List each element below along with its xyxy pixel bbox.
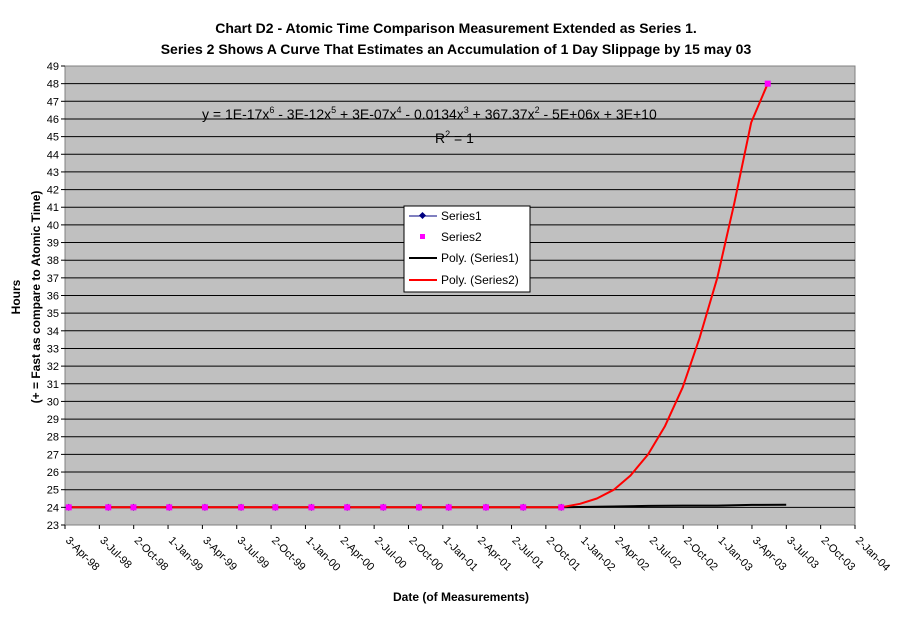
y-tick-label: 29 [47,414,59,426]
series2-point [415,504,422,511]
trendlines [68,83,787,509]
legend: Series1 Series2 Poly. (Series1) Poly. (S… [403,205,531,293]
x-axis-ticks: 3-Apr-983-Jul-982-Oct-981-Jan-993-Apr-99… [63,525,892,574]
x-tick-label: 3-Jul-98 [97,535,134,572]
legend-box [403,205,531,293]
series2-point [130,504,137,511]
y-tick-label: 49 [47,61,59,73]
trendline-poly-series1 [68,503,787,509]
series2-point [201,504,208,511]
series2-point [308,504,315,511]
x-tick-label: 2-Jul-02 [647,535,684,572]
series2-point [166,504,173,511]
y-tick-label: 24 [47,502,59,514]
y-tick-label: 23 [47,520,59,532]
y-tick-label: 34 [47,326,59,338]
y-tick-label: 36 [47,291,59,303]
y-tick-label: 30 [47,396,59,408]
y-axis-ticks: 23 24 25 26 27 28 29 30 31 32 33 34 35 36 37 38 39 40 41 42… [47,61,65,532]
legend-item-poly-series1: Poly. (Series1) [409,251,519,265]
legend-label: Poly. (Series1) [441,251,519,265]
x-tick-label: 3-Jul-99 [235,535,272,572]
y-tick-label: 32 [47,361,59,373]
y-tick-label: 48 [47,79,59,91]
y-tick-label: 43 [47,167,59,179]
y-tick-label: 38 [47,255,59,267]
y-tick-label: 31 [47,379,59,391]
y-tick-label: 41 [47,202,59,214]
series2-point [105,504,112,511]
x-tick-label: 3-Apr-03 [750,535,789,574]
x-tick-label: 1-Jan-03 [715,535,754,574]
series2-point [344,504,351,511]
series2-point [520,504,527,511]
series2-point [445,504,452,511]
y-axis-sublabel: (+ = Fast as compare to Atomic Time) [29,191,43,404]
series2-point [65,504,72,511]
legend-item-poly-series2: Poly. (Series2) [409,273,519,287]
legend-item-series1: Series1 [409,209,482,223]
x-axis-label: Date (of Measurements) [393,590,529,604]
series2-point [764,80,771,87]
y-axis-title: Hours (+ = Fast as compare to Atomic Tim… [9,191,43,404]
legend-item-series2: Series2 [420,230,482,244]
series2-point [558,504,565,511]
y-tick-label: 37 [47,273,59,285]
legend-label: Series1 [441,209,482,223]
chart-title: Chart D2 - Atomic Time Comparison Measur… [215,20,697,36]
x-tick-label: 2-Jul-00 [372,535,409,572]
x-tick-label: 2-Oct-00 [406,535,445,574]
y-tick-label: 26 [47,467,59,479]
series2-point [272,504,279,511]
y-tick-label: 35 [47,308,59,320]
x-tick-label: 2-Oct-98 [132,535,171,574]
x-tick-label: 2-Apr-00 [338,535,377,574]
gridlines [65,83,855,508]
x-tick-label: 1-Jan-00 [303,535,342,574]
x-tick-label: 2-Oct-03 [819,535,858,574]
markers [65,80,771,511]
legend-label: Poly. (Series2) [441,273,519,287]
r-squared: R2 = 1 [435,129,474,146]
series2-point [380,504,387,511]
diamond-icon [418,211,427,220]
equation: y = 1E-17x6 - 3E-12x5 + 3E-07x4 - 0.0134… [202,105,657,122]
x-tick-label: 2-Apr-01 [475,535,514,574]
square-icon [420,234,425,239]
y-tick-label: 45 [47,132,59,144]
series2-point [238,504,245,511]
x-tick-label: 3-Apr-98 [63,535,102,574]
y-tick-label: 33 [47,343,59,355]
x-tick-label: 2-Jan-04 [853,535,892,574]
y-axis-label: Hours [9,279,23,314]
x-tick-label: 1-Jan-01 [441,535,480,574]
chart-subtitle: Series 2 Shows A Curve That Estimates an… [161,41,752,57]
x-tick-label: 2-Apr-02 [612,535,651,574]
x-tick-label: 2-Oct-99 [269,535,308,574]
trendline-poly-series2 [68,83,769,509]
x-tick-label: 2-Oct-02 [681,535,720,574]
y-tick-label: 39 [47,238,59,250]
y-tick-label: 44 [47,149,59,161]
x-tick-label: 3-Apr-99 [200,535,239,574]
y-tick-label: 46 [47,114,59,126]
x-tick-label: 2-Oct-01 [544,535,583,574]
y-tick-label: 42 [47,185,59,197]
y-tick-label: 25 [47,485,59,497]
x-tick-label: 1-Jan-99 [166,535,205,574]
legend-label: Series2 [441,230,482,244]
y-tick-label: 28 [47,432,59,444]
y-tick-label: 47 [47,96,59,108]
x-tick-label: 2-Jul-01 [509,535,546,572]
y-tick-label: 40 [47,220,59,232]
x-tick-label: 3-Jul-03 [784,535,821,572]
x-tick-label: 1-Jan-02 [578,535,617,574]
y-tick-label: 27 [47,449,59,461]
series2-point [482,504,489,511]
